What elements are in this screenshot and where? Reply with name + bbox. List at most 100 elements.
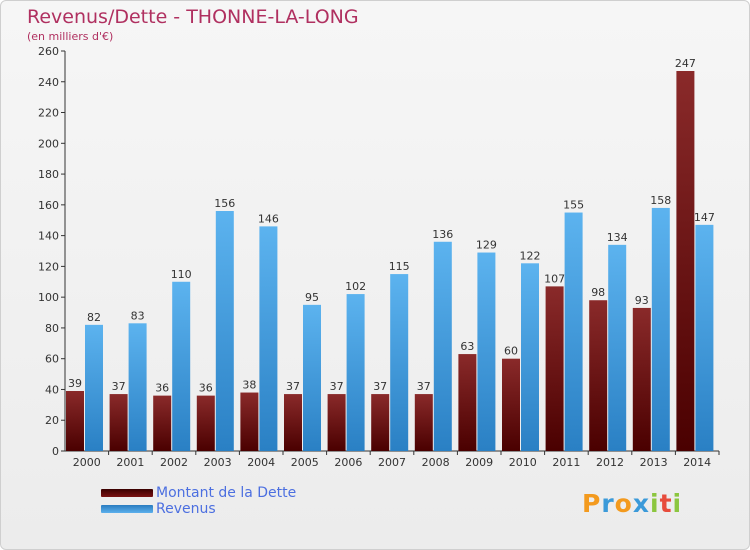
y-tick-label-80: 80 bbox=[45, 322, 59, 335]
y-tick-label-20: 20 bbox=[45, 414, 59, 427]
x-tick-label-2010: 2010 bbox=[509, 456, 537, 469]
bar-revenus-2012 bbox=[608, 244, 627, 451]
y-tick-label-260: 260 bbox=[38, 45, 59, 58]
y-tick-label-240: 240 bbox=[38, 76, 59, 89]
data-label-revenus-2012: 134 bbox=[607, 231, 628, 244]
bar-revenus-2002 bbox=[172, 281, 191, 451]
x-tick-label-2011: 2011 bbox=[552, 456, 580, 469]
legend-swatch-revenus bbox=[101, 505, 153, 513]
data-label-dette-2002: 36 bbox=[155, 382, 169, 395]
bar-revenus-2008 bbox=[433, 241, 452, 451]
bar-revenus-2009 bbox=[477, 252, 496, 451]
legend-label-dette: Montant de la Dette bbox=[156, 485, 297, 501]
y-tick-label-220: 220 bbox=[38, 107, 59, 120]
data-label-dette-2010: 60 bbox=[504, 345, 518, 358]
bar-revenus-2006 bbox=[346, 294, 365, 451]
y-tick-label-40: 40 bbox=[45, 383, 59, 396]
x-tick-label-2013: 2013 bbox=[640, 456, 668, 469]
data-label-dette-2011: 107 bbox=[544, 272, 565, 285]
y-tick-label-60: 60 bbox=[45, 353, 59, 366]
x-tick-label-2006: 2006 bbox=[334, 456, 362, 469]
x-tick-label-2004: 2004 bbox=[247, 456, 275, 469]
logo-letter: i bbox=[650, 489, 660, 518]
bar-dette-2014 bbox=[676, 71, 695, 451]
data-label-dette-2006: 37 bbox=[330, 380, 344, 393]
data-label-revenus-2003: 156 bbox=[214, 197, 235, 210]
bar-dette-2013 bbox=[632, 307, 651, 451]
data-label-revenus-2004: 146 bbox=[258, 212, 279, 225]
bar-revenus-2005 bbox=[303, 304, 321, 451]
data-label-dette-2008: 37 bbox=[417, 380, 431, 393]
data-label-revenus-2001: 83 bbox=[131, 309, 145, 322]
x-tick-label-2007: 2007 bbox=[378, 456, 406, 469]
y-tick-label-140: 140 bbox=[38, 230, 59, 243]
bar-dette-2004 bbox=[240, 392, 259, 451]
data-label-revenus-2010: 122 bbox=[520, 249, 541, 262]
bar-dette-2005 bbox=[284, 394, 302, 451]
x-tick-label-2005: 2005 bbox=[291, 456, 319, 469]
data-label-revenus-2000: 82 bbox=[87, 311, 101, 324]
bar-revenus-2003 bbox=[215, 211, 234, 451]
bar-revenus-2014 bbox=[695, 224, 714, 451]
data-label-dette-2009: 63 bbox=[460, 340, 474, 353]
data-label-revenus-2014: 147 bbox=[694, 211, 715, 224]
y-tick-label-200: 200 bbox=[38, 137, 59, 150]
data-label-dette-2014: 247 bbox=[675, 57, 696, 70]
data-label-dette-2005: 37 bbox=[286, 380, 300, 393]
bar-revenus-2007 bbox=[390, 274, 409, 451]
data-label-dette-2003: 36 bbox=[199, 382, 213, 395]
data-label-revenus-2011: 155 bbox=[563, 199, 584, 212]
data-label-revenus-2006: 102 bbox=[345, 280, 366, 293]
bar-revenus-2010 bbox=[521, 263, 539, 451]
data-label-dette-2001: 37 bbox=[112, 380, 126, 393]
bar-revenus-2001 bbox=[128, 323, 147, 451]
chart-title: Revenus/Dette - THONNE-LA-LONG bbox=[27, 6, 359, 28]
bar-dette-2001 bbox=[109, 394, 128, 451]
bar-revenus-2004 bbox=[259, 226, 278, 451]
y-tick-label-160: 160 bbox=[38, 199, 59, 212]
y-tick-label-0: 0 bbox=[52, 445, 59, 458]
data-label-dette-2012: 98 bbox=[591, 286, 605, 299]
bar-revenus-2011 bbox=[564, 212, 583, 451]
x-tick-label-2000: 2000 bbox=[73, 456, 101, 469]
data-label-dette-2000: 39 bbox=[68, 377, 82, 390]
logo-letter: P bbox=[582, 489, 602, 518]
y-tick-label-120: 120 bbox=[38, 260, 59, 273]
logo-letter: o bbox=[614, 489, 633, 518]
x-tick-label-2012: 2012 bbox=[596, 456, 624, 469]
bar-dette-2000 bbox=[66, 391, 84, 451]
logo-letter: i bbox=[672, 489, 683, 518]
bar-dette-2008 bbox=[414, 394, 433, 451]
y-tick-label-100: 100 bbox=[38, 291, 59, 304]
data-label-revenus-2013: 158 bbox=[650, 194, 671, 207]
logo-letter: r bbox=[601, 489, 615, 518]
data-label-dette-2013: 93 bbox=[635, 294, 649, 307]
bar-dette-2009 bbox=[458, 354, 477, 451]
bar-dette-2010 bbox=[502, 358, 520, 451]
data-label-dette-2007: 37 bbox=[373, 380, 387, 393]
x-tick-label-2008: 2008 bbox=[422, 456, 450, 469]
bar-dette-2002 bbox=[153, 395, 172, 451]
x-tick-label-2009: 2009 bbox=[465, 456, 493, 469]
data-label-revenus-2005: 95 bbox=[305, 291, 319, 304]
y-tick-label-180: 180 bbox=[38, 168, 59, 181]
x-tick-label-2014: 2014 bbox=[683, 456, 711, 469]
chart-unit-label: (en milliers d'€) bbox=[27, 30, 114, 43]
data-label-revenus-2009: 129 bbox=[476, 239, 497, 252]
bar-dette-2007 bbox=[371, 394, 390, 451]
bar-dette-2006 bbox=[327, 394, 346, 451]
x-tick-label-2002: 2002 bbox=[160, 456, 188, 469]
legend-label-revenus: Revenus bbox=[156, 501, 216, 517]
logo-letter: x bbox=[632, 489, 650, 518]
data-label-revenus-2007: 115 bbox=[389, 260, 410, 273]
legend-swatch-dette bbox=[101, 489, 153, 497]
x-tick-label-2001: 2001 bbox=[116, 456, 144, 469]
proxiti-logo: Proxiti bbox=[582, 489, 682, 518]
bar-revenus-2013 bbox=[651, 207, 670, 451]
data-label-dette-2004: 38 bbox=[242, 379, 256, 392]
logo-letter: t bbox=[659, 489, 673, 518]
data-label-revenus-2002: 110 bbox=[171, 268, 192, 281]
bar-dette-2003 bbox=[196, 395, 215, 451]
